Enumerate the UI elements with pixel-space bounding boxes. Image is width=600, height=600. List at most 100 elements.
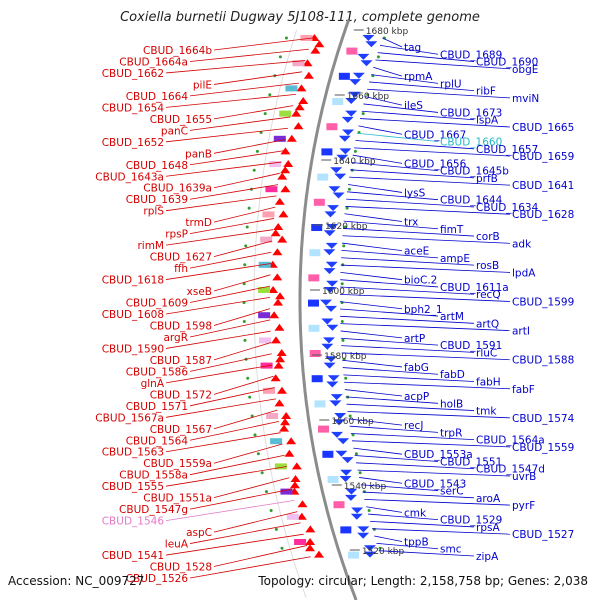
right-tick-dot [340, 320, 344, 323]
left-leader-line [213, 139, 286, 154]
right-gene-label: holB [440, 398, 463, 410]
forward-gene-arrow [279, 424, 290, 432]
left-gene-label: CBUD_1587 [150, 355, 212, 367]
right-gene-label: CBUD_1611a [440, 282, 509, 294]
left-gene-label: argR [163, 332, 188, 344]
right-gene-label: CBUD_1667 [404, 129, 466, 141]
left-gene-label: CBUD_1639a [143, 183, 212, 195]
reverse-gene-arrow [330, 394, 343, 401]
ruler-label: 1580 kbp [324, 352, 367, 362]
right-leader-line [352, 440, 511, 448]
right-gene-label: lysS [404, 187, 426, 199]
reverse-gene-arrow [357, 526, 370, 533]
right-gene-label: rplU [440, 78, 462, 90]
reverse-feature-block [309, 350, 321, 357]
forward-feature-block [285, 85, 298, 92]
left-tick-dot [269, 509, 273, 512]
left-gene-label: CBUD_1526 [126, 573, 189, 585]
reverse-gene-arrow [350, 513, 363, 520]
ruler-label: 1620 kbp [325, 222, 368, 232]
right-leader-line [348, 418, 403, 426]
right-gene-label: acpP [404, 391, 429, 403]
forward-gene-arrow [291, 109, 302, 117]
right-gene-label: CBUD_1553a [404, 449, 473, 461]
right-leader-line [341, 257, 475, 266]
right-gene-label: mviN [512, 93, 539, 105]
forward-feature-block [258, 337, 271, 344]
left-gene-label: CBUD_1609 [126, 298, 188, 310]
right-leader-line [367, 88, 511, 99]
right-gene-label: CBUD_1656 [404, 158, 467, 170]
reverse-feature-block [317, 173, 329, 181]
reverse-feature-block [322, 450, 334, 458]
right-tick-dot [343, 225, 347, 229]
right-leader-line [378, 550, 475, 557]
reverse-feature-block [348, 551, 360, 559]
right-leader-line [348, 184, 403, 193]
left-leader-line [189, 387, 275, 407]
right-leader-line [340, 264, 511, 273]
left-gene-label: CBUD_1547g [119, 504, 188, 516]
right-leader-line [343, 220, 439, 230]
forward-feature-block [266, 413, 279, 419]
right-gene-label: recQ [476, 289, 501, 301]
left-leader-line [189, 218, 275, 235]
forward-feature-block [260, 362, 273, 369]
reverse-gene-arrow [323, 230, 336, 237]
forward-gene-arrow [270, 229, 281, 237]
left-gene-label: CBUD_1567 [150, 424, 212, 436]
left-tick-dot [243, 263, 247, 267]
reverse-gene-arrow [333, 419, 346, 426]
left-leader-line [165, 296, 271, 315]
left-leader-line [213, 274, 271, 292]
left-gene-label: CBUD_1546 [102, 516, 165, 528]
left-leader-line [165, 60, 306, 74]
reverse-feature-block [327, 476, 339, 483]
right-gene-label: CBUD_1574 [512, 413, 575, 425]
left-leader-lines [165, 37, 313, 579]
right-gene-label: recJ [404, 420, 423, 432]
accession-label: Accession: NC_009727 [8, 574, 145, 588]
right-gene-label: rpsA [476, 522, 500, 534]
right-leader-line [342, 359, 403, 368]
right-leader-line [353, 447, 403, 455]
right-tick-dot [358, 471, 362, 475]
right-leader-line [352, 154, 403, 164]
left-gene-label: CBUD_1528 [150, 562, 212, 574]
reverse-gene-arrow [341, 457, 354, 464]
right-gene-label: CBUD_1634 [476, 202, 539, 214]
right-tick-dot [376, 55, 380, 59]
forward-gene-arrow [270, 374, 281, 382]
left-gene-label: CBUD_1654 [102, 102, 165, 114]
left-leader-line [189, 116, 291, 131]
reverse-gene-arrow [325, 242, 338, 249]
reverse-gene-arrow [326, 224, 339, 230]
reverse-gene-arrow [352, 72, 365, 79]
reverse-gene-arrow [322, 337, 335, 344]
reverse-gene-arrow [327, 375, 340, 382]
left-leader-line [189, 285, 271, 303]
left-leader-line [189, 421, 280, 441]
left-leader-line [213, 71, 303, 85]
forward-gene-arrow [273, 298, 284, 306]
forward-feature-block [269, 161, 282, 167]
right-gene-label: cmk [404, 507, 427, 519]
left-tick-dot [243, 338, 247, 342]
right-tick-dot [353, 149, 357, 153]
right-gene-label: CBUD_1559 [512, 442, 574, 454]
reverse-gene-arrow [321, 343, 334, 350]
forward-feature-block [300, 35, 313, 41]
right-gene-label: smc [440, 544, 462, 556]
right-gene-label: fabF [512, 384, 535, 396]
forward-gene-arrow [290, 475, 301, 482]
right-leader-line [369, 81, 475, 92]
right-gene-label: ampE [440, 253, 470, 265]
right-gene-label: adk [512, 238, 532, 250]
left-gene-label: CBUD_1558a [119, 470, 188, 482]
left-leader-line [189, 319, 271, 338]
forward-gene-arrow [289, 481, 300, 489]
right-gene-label: trx [404, 217, 418, 229]
left-leader-line [165, 330, 271, 349]
